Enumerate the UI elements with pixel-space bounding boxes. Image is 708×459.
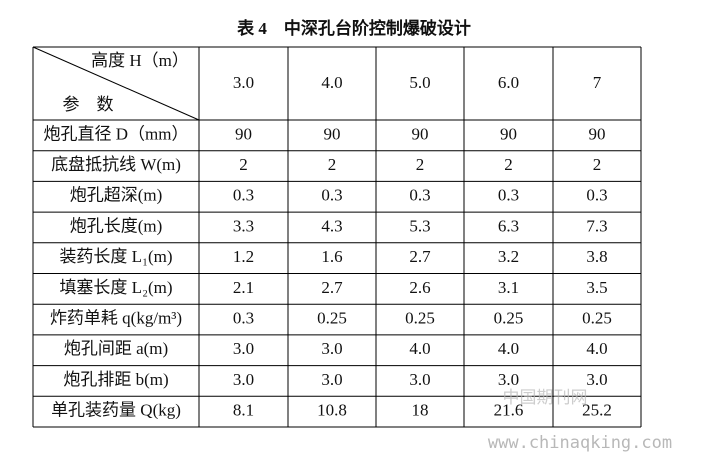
cell: 2.1 xyxy=(233,278,254,297)
cell: 2 xyxy=(328,155,337,174)
cell: 3.5 xyxy=(586,278,607,297)
cell: 21.6 xyxy=(494,401,524,420)
corner-row-label: 参 数 xyxy=(63,95,114,114)
row-label: 炮孔间距 a(m) xyxy=(64,339,168,358)
cell: 2 xyxy=(239,155,248,174)
cell: 0.3 xyxy=(586,186,607,205)
cell: 2 xyxy=(504,155,513,174)
cell: 3.0 xyxy=(586,370,607,389)
row-label: 炮孔长度(m) xyxy=(70,216,163,235)
row-label: 单孔装药量 Q(kg) xyxy=(51,401,181,420)
cell: 90 xyxy=(589,124,606,143)
column-header: 3.0 xyxy=(233,73,254,92)
cell: 90 xyxy=(235,124,252,143)
row-label: 炮孔超深(m) xyxy=(70,186,163,205)
cell: 2.7 xyxy=(321,278,343,297)
cell: 0.3 xyxy=(233,308,254,327)
cell: 0.25 xyxy=(494,308,524,327)
cell: 6.3 xyxy=(498,216,519,235)
cell: 2 xyxy=(593,155,602,174)
cell: 0.3 xyxy=(233,186,254,205)
cell: 1.6 xyxy=(321,247,342,266)
cell: 90 xyxy=(324,124,341,143)
cell: 3.0 xyxy=(498,370,519,389)
cell: 90 xyxy=(500,124,517,143)
cell: 1.2 xyxy=(233,247,254,266)
cell: 3.3 xyxy=(233,216,254,235)
row-label: 填塞长度 L₂(m) xyxy=(59,278,172,297)
row-label: 炮孔排距 b(m) xyxy=(63,370,168,389)
row-label: 底盘抵抗线 W(m) xyxy=(51,155,181,174)
cell: 0.25 xyxy=(582,308,612,327)
cell: 3.0 xyxy=(233,370,254,389)
row-label: 炸药单耗 q(kg/m³) xyxy=(50,308,182,327)
cell: 0.3 xyxy=(321,186,342,205)
cell: 18 xyxy=(412,401,429,420)
cell: 4.0 xyxy=(409,339,430,358)
cell: 3.2 xyxy=(498,247,519,266)
cell: 3.0 xyxy=(321,339,342,358)
cell: 8.1 xyxy=(233,401,254,420)
table-title: 表 4 中深孔台阶控制爆破设计 xyxy=(237,18,471,38)
row-label: 装药长度 L₁(m) xyxy=(59,247,172,266)
cell: 25.2 xyxy=(582,401,612,420)
cell: 2.7 xyxy=(409,247,431,266)
cell: 4.3 xyxy=(321,216,342,235)
cell: 2.6 xyxy=(409,278,430,297)
column-header: 5.0 xyxy=(409,73,430,92)
column-header: 4.0 xyxy=(321,73,342,92)
cell: 0.3 xyxy=(409,186,430,205)
watermark-logo: 中国期刊网 xyxy=(503,388,588,408)
cell: 2 xyxy=(416,155,425,174)
cell: 3.0 xyxy=(409,370,430,389)
row-label: 炮孔直径 D（mm） xyxy=(44,124,189,143)
watermark-url: www.chinaqking.com xyxy=(488,433,672,453)
corner-diagonal xyxy=(32,46,200,121)
cell: 3.8 xyxy=(586,247,607,266)
cell: 5.3 xyxy=(409,216,430,235)
column-header: 6.0 xyxy=(498,73,519,92)
cell: 0.3 xyxy=(498,186,519,205)
cell: 0.25 xyxy=(405,308,435,327)
cell: 3.1 xyxy=(498,278,519,297)
cell: 4.0 xyxy=(586,339,607,358)
cell: 10.8 xyxy=(317,401,347,420)
cell: 3.0 xyxy=(321,370,342,389)
column-header: 7 xyxy=(593,73,602,92)
corner-column-label: 高度 H（m） xyxy=(91,51,189,70)
cell: 3.0 xyxy=(233,339,254,358)
cell: 4.0 xyxy=(498,339,519,358)
cell: 90 xyxy=(412,124,429,143)
cell: 7.3 xyxy=(586,216,607,235)
cell: 0.25 xyxy=(317,308,347,327)
